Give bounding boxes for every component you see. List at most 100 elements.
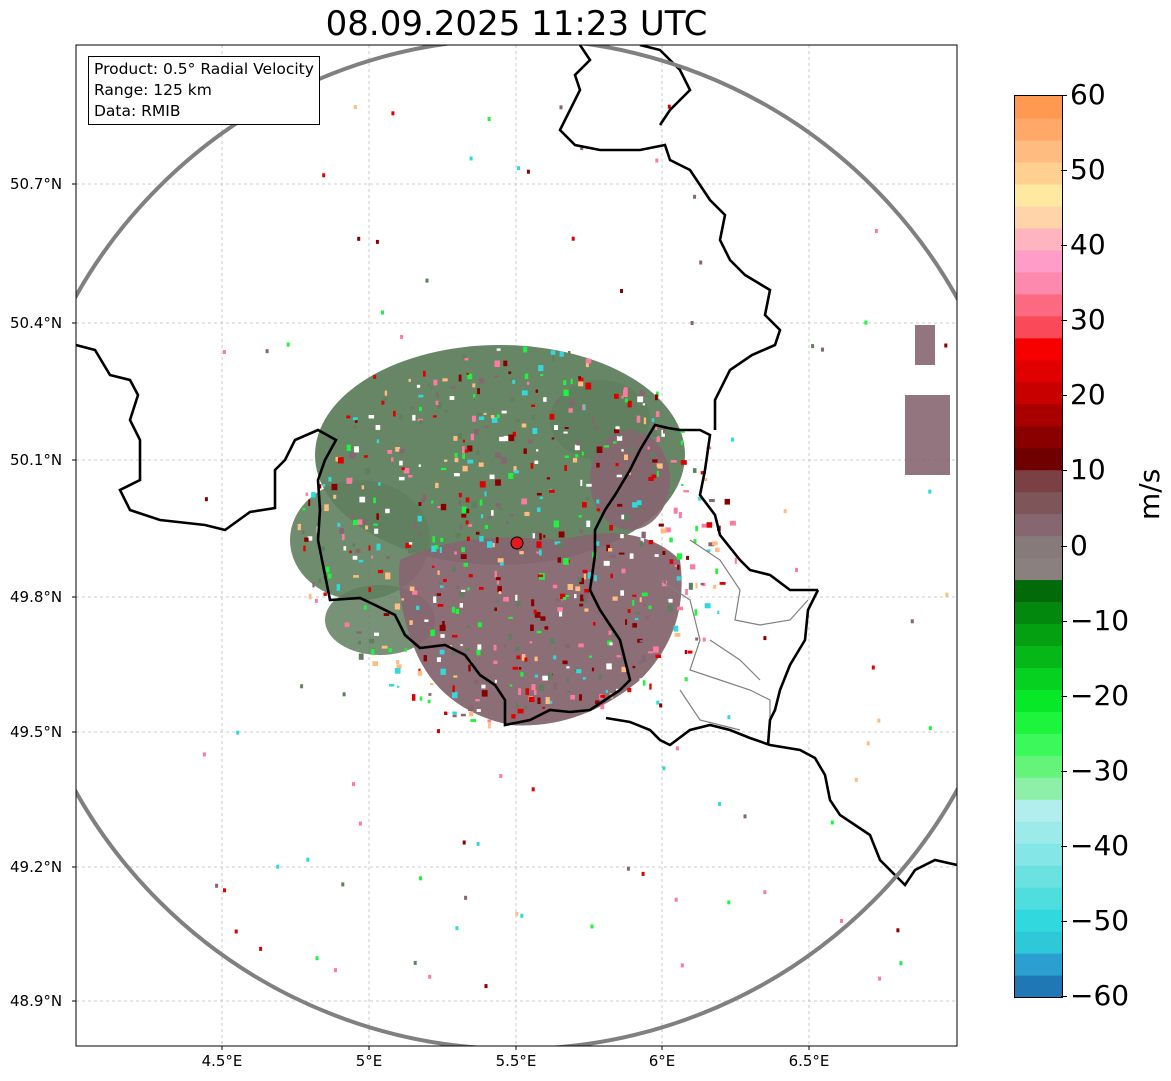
echo-pixel — [489, 474, 495, 480]
echo-pixel — [503, 435, 510, 442]
colorbar-segment — [1015, 227, 1062, 251]
colorbar-segment — [1015, 315, 1062, 339]
echo-pixel — [487, 516, 492, 519]
echo-pixel — [592, 417, 595, 424]
echo-pixel — [469, 156, 473, 161]
echo-pixel — [302, 507, 306, 511]
echo-pixel — [397, 685, 400, 688]
echo-pixel — [468, 574, 473, 578]
echo-pixel — [476, 841, 480, 846]
echo-pixel — [365, 468, 371, 475]
echo-pixel — [563, 380, 567, 386]
echo-pixel — [423, 370, 426, 377]
echo-pixel — [434, 545, 439, 550]
echo-pixel — [385, 508, 390, 514]
echo-pixel — [554, 541, 561, 545]
echo-pixel — [357, 236, 361, 241]
echo-pixel — [551, 437, 555, 440]
echo-pixel — [362, 519, 368, 524]
echo-pixel — [558, 531, 565, 538]
echo-pixel — [616, 435, 623, 441]
echo-pixel — [632, 600, 635, 606]
colorbar-tick — [1061, 470, 1067, 472]
colorbar-segment — [1015, 689, 1062, 712]
echo-pixel — [699, 260, 703, 265]
echo-pixel — [679, 430, 685, 433]
echo-pixel — [648, 605, 652, 610]
echo-pixel — [439, 649, 445, 655]
echo-pixel — [416, 384, 421, 388]
echo-pixel — [515, 702, 519, 708]
echo-pixel — [404, 648, 407, 652]
echo-pixel — [624, 513, 630, 521]
echo-pixel — [520, 913, 524, 918]
echo-pixel — [495, 479, 501, 486]
echo-pixel — [455, 926, 459, 931]
echo-pixel — [606, 663, 612, 670]
echo-pixel — [656, 470, 659, 477]
echo-pixel — [427, 699, 431, 704]
echo-pixel — [608, 630, 612, 635]
echo-pixel — [452, 651, 455, 656]
echo-pixel — [634, 618, 639, 621]
echo-pixel — [549, 489, 555, 493]
echo-pixel — [436, 392, 439, 398]
echo-pixel — [308, 499, 311, 506]
echo-pixel — [640, 540, 643, 548]
echo-pixel — [418, 464, 421, 467]
echo-pixel — [535, 389, 539, 393]
echo-pixel — [553, 682, 557, 690]
echo-pixel — [583, 597, 588, 603]
echo-pixel — [333, 494, 337, 499]
echo-pixel — [642, 403, 646, 406]
colorbar-segment — [1015, 733, 1062, 756]
echo-pixel — [349, 550, 352, 554]
echo-pixel — [677, 606, 683, 611]
admin-boundaries — [659, 539, 809, 731]
echo-pixel — [928, 489, 932, 494]
echo-pixel — [408, 542, 413, 545]
colorbar-segment — [1015, 975, 1062, 997]
echo-pixel — [575, 454, 579, 458]
echo-pixel — [452, 691, 458, 699]
echo-pixel — [499, 774, 503, 779]
echo-pixel — [468, 524, 473, 527]
echo-pixel — [464, 357, 469, 361]
echo-pixel — [495, 537, 499, 544]
echo-pixel — [440, 668, 446, 675]
echo-pixel — [259, 946, 263, 951]
echo-pixel — [513, 466, 517, 472]
echo-pixel — [460, 644, 463, 647]
echo-pixel — [532, 533, 535, 539]
echo-pixel — [483, 412, 487, 415]
colorbar-segment — [1015, 359, 1062, 383]
echo-pixel — [615, 426, 620, 430]
lat-label: 49.5°N — [10, 723, 63, 741]
echo-pixel — [399, 460, 403, 466]
echo-pixel — [553, 655, 557, 660]
colorbar-tick — [1061, 695, 1067, 697]
echo-pixel — [481, 684, 486, 689]
echo-pixel — [459, 603, 463, 608]
echo-pixel — [693, 539, 697, 544]
echo-pixel — [538, 365, 544, 372]
echo-pixel — [655, 411, 660, 417]
echo-pixel — [498, 591, 502, 595]
echo-pixel — [499, 436, 506, 442]
echo-pixel — [491, 417, 498, 423]
echo-pixel — [479, 499, 483, 506]
echo-pixel — [473, 394, 476, 398]
echo-pixel — [331, 483, 338, 491]
echo-pixel — [530, 462, 534, 469]
colorbar-tick-label: −30 — [1070, 753, 1130, 787]
echo-pixel — [692, 576, 699, 580]
colorbar-tick — [1061, 545, 1067, 547]
echo-pixel — [483, 425, 489, 428]
echo-pixel — [598, 674, 602, 681]
echo-pixel — [608, 548, 613, 552]
echo-pixel — [323, 592, 327, 596]
echo-pixel — [484, 984, 488, 989]
echo-pixel — [557, 543, 564, 548]
echo-pixel — [695, 637, 699, 641]
echo-pixel — [435, 482, 439, 489]
